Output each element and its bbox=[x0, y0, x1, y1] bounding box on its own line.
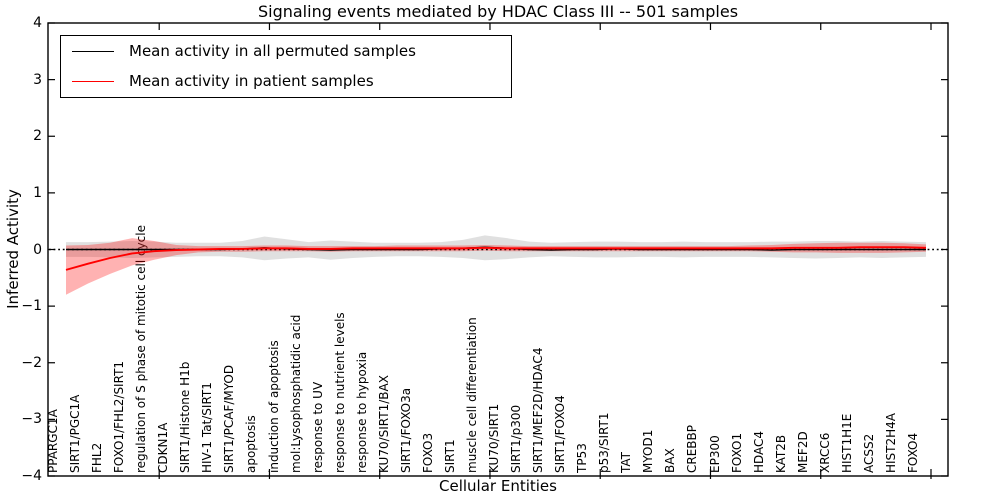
y-tick-label: 4 bbox=[33, 15, 42, 31]
y-tick-label: −4 bbox=[21, 468, 42, 484]
y-tick-label: −2 bbox=[21, 354, 42, 371]
y-tick-label: −1 bbox=[21, 298, 42, 315]
legend: Mean activity in all permuted samples Me… bbox=[60, 35, 512, 98]
y-tick-label: 3 bbox=[33, 71, 42, 88]
y-tick-label: 1 bbox=[33, 184, 42, 201]
red-line-swatch-icon bbox=[72, 80, 114, 82]
y-tick-label: 2 bbox=[33, 128, 42, 145]
chart-title: Signaling events mediated by HDAC Class … bbox=[257, 2, 739, 21]
legend-label-patient: Mean activity in patient samples bbox=[129, 72, 374, 90]
y-tick-label: 0 bbox=[33, 241, 42, 258]
black-line-swatch-icon bbox=[72, 50, 114, 52]
legend-item-patient-samples: Mean activity in patient samples bbox=[61, 66, 511, 96]
y-tick-label: −3 bbox=[21, 411, 42, 428]
x-axis-label: Cellular Entities bbox=[439, 477, 557, 495]
legend-item-permuted-samples: Mean activity in all permuted samples bbox=[61, 36, 511, 66]
legend-label-permuted: Mean activity in all permuted samples bbox=[129, 42, 416, 60]
